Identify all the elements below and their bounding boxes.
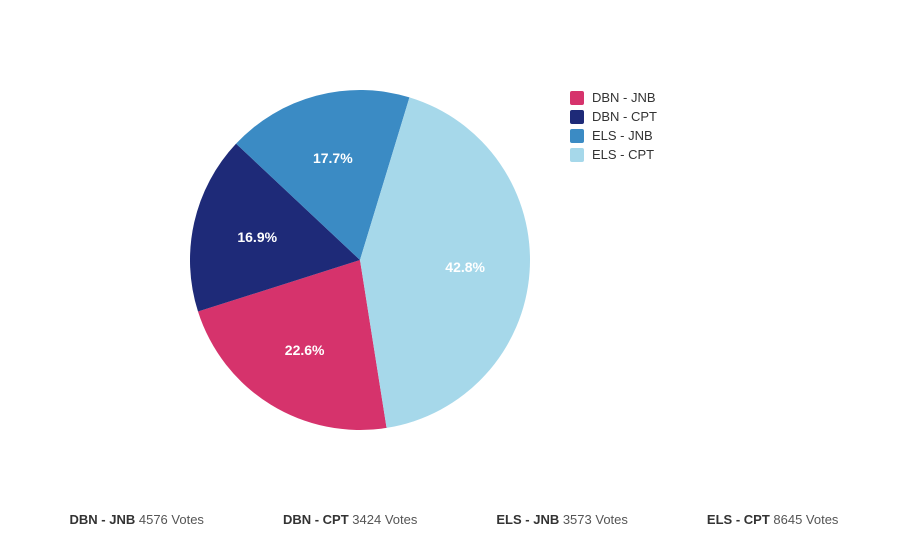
slice-percent-label: 22.6% [285, 342, 325, 358]
slice-percent-label: 16.9% [237, 229, 277, 245]
chart-area: 22.6% 16.9% 17.7% 42.8% DBN - JNB DBN - CPT E… [0, 50, 908, 470]
legend-swatch [570, 91, 584, 105]
vote-summary-item: ELS - JNB 3573 Votes [496, 512, 628, 527]
legend: DBN - JNB DBN - CPT ELS - JNB ELS - CPT [570, 90, 657, 166]
legend-label: ELS - CPT [592, 147, 654, 162]
legend-item: ELS - JNB [570, 128, 657, 143]
vote-summary-count: 3573 Votes [559, 512, 628, 527]
slice-percent-label: 17.7% [313, 150, 353, 166]
vote-summary: DBN - JNB 4576 Votes DBN - CPT 3424 Votes… [0, 512, 908, 527]
legend-label: DBN - JNB [592, 90, 656, 105]
vote-summary-count: 4576 Votes [135, 512, 204, 527]
vote-summary-label: ELS - CPT [707, 512, 770, 527]
legend-item: DBN - CPT [570, 109, 657, 124]
vote-summary-label: DBN - JNB [70, 512, 136, 527]
vote-summary-count: 3424 Votes [349, 512, 418, 527]
legend-item: ELS - CPT [570, 147, 657, 162]
vote-summary-label: ELS - JNB [496, 512, 559, 527]
legend-label: DBN - CPT [592, 109, 657, 124]
slice-percent-label: 42.8% [445, 259, 485, 275]
vote-summary-item: DBN - JNB 4576 Votes [70, 512, 204, 527]
vote-summary-label: DBN - CPT [283, 512, 349, 527]
pie-chart: 22.6% 16.9% 17.7% 42.8% [190, 90, 530, 430]
legend-label: ELS - JNB [592, 128, 653, 143]
legend-swatch [570, 110, 584, 124]
vote-summary-count: 8645 Votes [770, 512, 839, 527]
legend-swatch [570, 129, 584, 143]
vote-summary-item: ELS - CPT 8645 Votes [707, 512, 839, 527]
vote-summary-item: DBN - CPT 3424 Votes [283, 512, 417, 527]
legend-swatch [570, 148, 584, 162]
legend-item: DBN - JNB [570, 90, 657, 105]
